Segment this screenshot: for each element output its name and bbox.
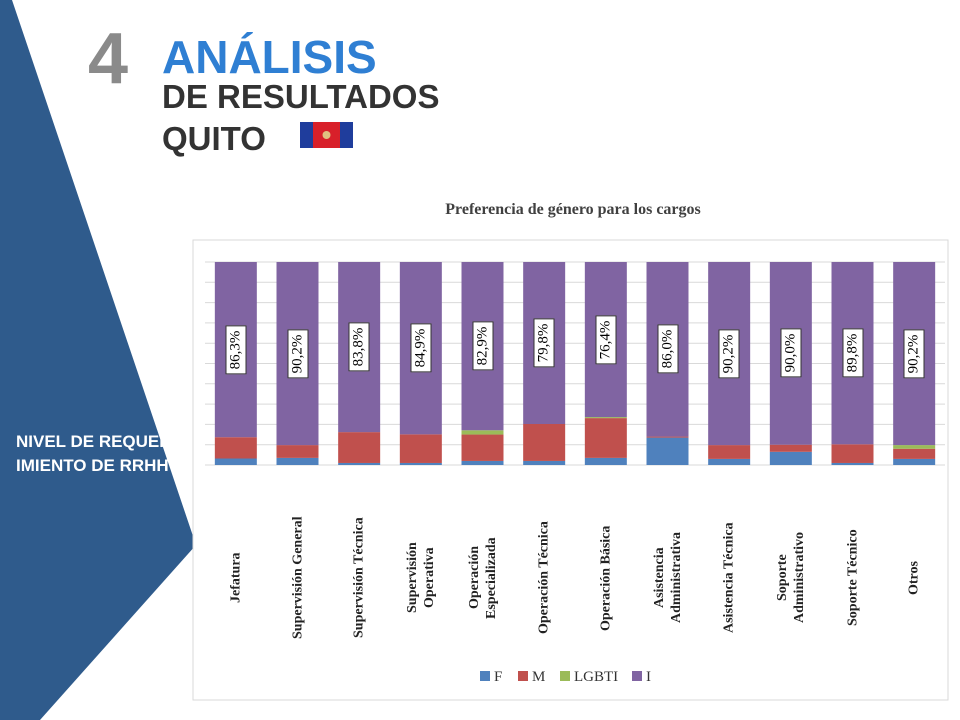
legend-swatch [518, 671, 528, 681]
x-tick-label: Supervisión Operativa [404, 542, 437, 614]
city: QUITO [162, 120, 266, 157]
bar-segment [769, 444, 812, 452]
legend-swatch [632, 671, 642, 681]
legend-label: I [646, 669, 651, 685]
x-tick-label: Soporte Administrativo [774, 532, 807, 624]
x-tick-label: Operación Básica [598, 525, 614, 631]
value-label: 90,0% [780, 328, 802, 378]
value-label: 86,0% [657, 324, 678, 374]
x-tick-label: Asistencia Administrativa [651, 532, 684, 624]
x-tick-label: Operación Especializada [466, 537, 499, 619]
value-label: 82,9% [472, 321, 493, 371]
chart-frame [192, 239, 949, 701]
bar-segment [461, 430, 504, 435]
x-tick-label: Otros [906, 561, 922, 595]
x-tick-label: Supervisión Técnica [351, 517, 367, 639]
value-label: 90,2% [287, 329, 308, 378]
bar-segment [338, 462, 381, 465]
bar-segment [399, 462, 442, 465]
bar-segment [214, 437, 257, 459]
legend-label: F [494, 669, 502, 685]
bar-segment [831, 462, 874, 465]
bar-segment [399, 434, 442, 463]
bar-segment [461, 460, 504, 465]
legend-swatch [480, 671, 490, 681]
bar-segment [893, 448, 936, 459]
bar-segment [338, 432, 381, 463]
x-tick-label: Operación Técnica [536, 521, 552, 635]
value-label: 89,8% [842, 328, 863, 378]
value-label: 90,2% [718, 329, 740, 378]
x-tick-label: Soporte Técnico [845, 529, 860, 627]
bar-segment [276, 445, 319, 458]
bar-segment [893, 445, 936, 449]
bar-segment [276, 457, 319, 465]
bar-segment [584, 457, 627, 465]
subtitle: DE RESULTADOS [162, 78, 440, 115]
flag [300, 122, 353, 148]
bar-segment [646, 437, 689, 465]
chart-title: Preferencia de género para los cargos [445, 201, 701, 218]
legend-label: LGBTI [574, 669, 618, 685]
bar-segment [523, 460, 566, 465]
bar-segment [523, 423, 566, 461]
section-number: 4 [88, 19, 129, 99]
side-text: NIVEL DE REQUERIMIENTO DE RRHH [16, 432, 172, 475]
value-label: 90,2% [903, 329, 925, 378]
title: ANÁLISIS [162, 31, 377, 83]
side-shape [0, 0, 196, 720]
bar-segment [893, 458, 936, 465]
legend-swatch [560, 671, 570, 681]
bar-segment [584, 417, 627, 419]
bar-segment [584, 418, 627, 458]
value-label: 84,9% [410, 323, 432, 373]
bar-segment [461, 434, 504, 461]
legend-label: M [532, 669, 545, 685]
x-tick-label: Supervisión General [290, 516, 305, 640]
bar-segment [708, 458, 751, 465]
bar-segment [708, 445, 751, 459]
x-tick-label: Asistencia Técnica [721, 522, 737, 634]
value-label: 83,8% [348, 322, 370, 372]
bar-segment [646, 436, 689, 438]
value-label: 76,4% [595, 315, 617, 364]
value-label: 79,8% [533, 318, 555, 368]
bar-segment [214, 458, 257, 465]
value-label: 86,3% [225, 325, 247, 374]
bar-segment [831, 444, 874, 463]
bar-segment [769, 451, 812, 465]
x-tick-label: Jefatura [228, 552, 244, 604]
